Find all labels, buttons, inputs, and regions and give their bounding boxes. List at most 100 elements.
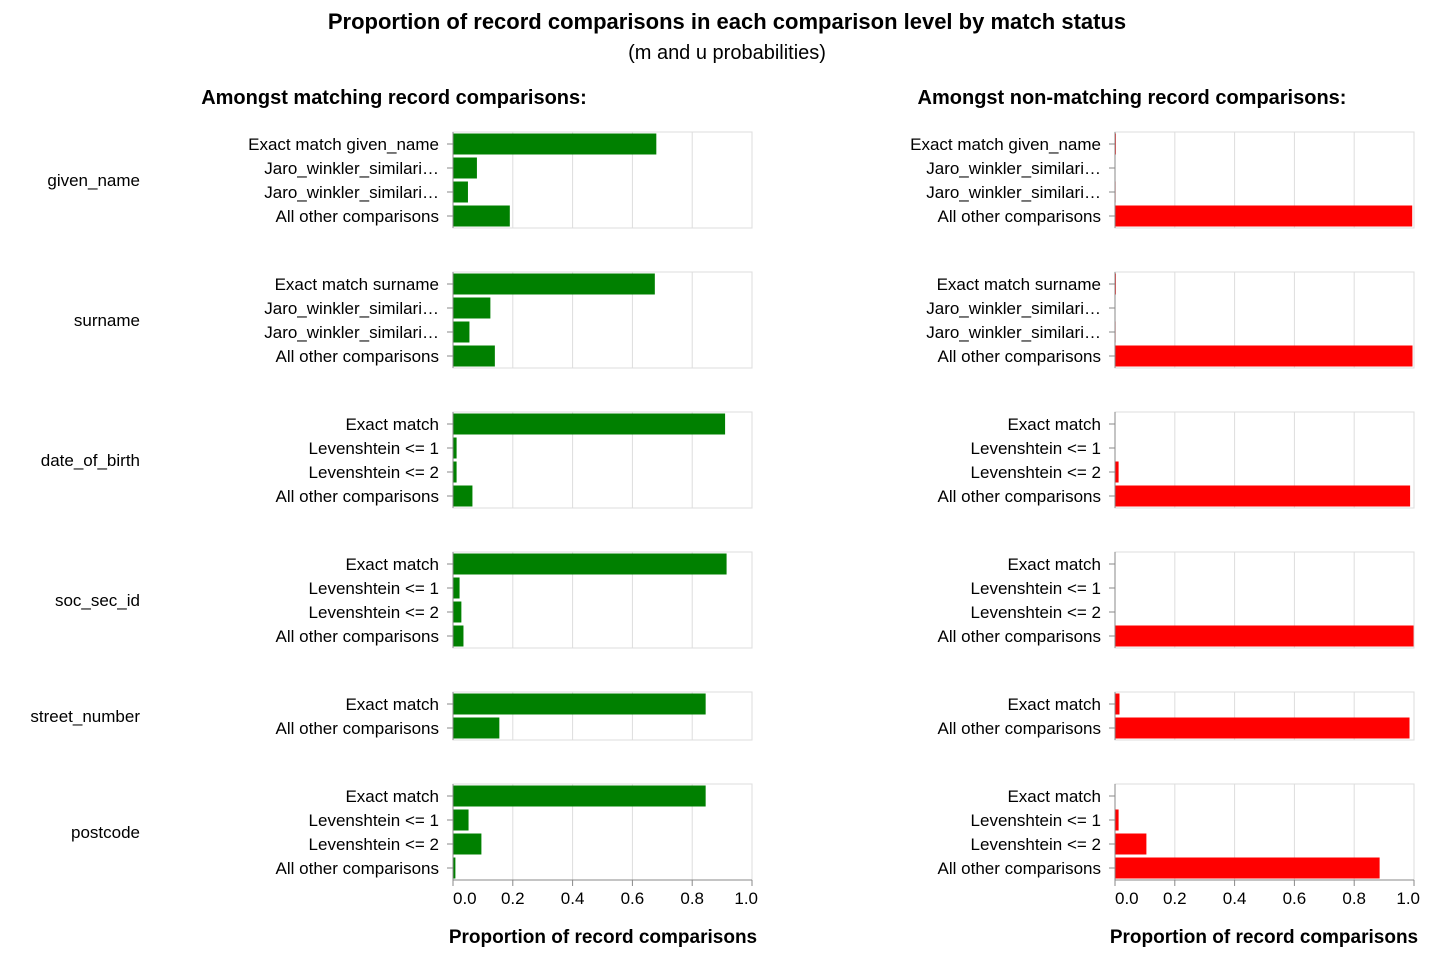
non-matching-soc-sec-id-category-label: Exact match — [1007, 555, 1101, 574]
non-matching-date-of-birth-category-label: Exact match — [1007, 415, 1101, 434]
non-matching-soc-sec-id-category-label: Levenshtein <= 1 — [971, 579, 1101, 598]
matching-soc-sec-id-category-label: Levenshtein <= 1 — [309, 579, 439, 598]
matching-surname-category-label: Jaro_winkler_similari… — [264, 299, 439, 318]
non-matching-given-name-category-label: Jaro_winkler_similari… — [926, 159, 1101, 178]
matching-street-number-bar — [453, 717, 500, 739]
matching-postcode-x-tick-label: 0.8 — [680, 889, 704, 908]
matching-surname-bar — [453, 297, 491, 319]
matching-postcode-x-tick-label: 0.6 — [621, 889, 645, 908]
matching-postcode-x-tick-label: 0.2 — [501, 889, 525, 908]
matching-postcode-bar — [453, 785, 706, 807]
chart-title: Proportion of record comparisons in each… — [328, 9, 1126, 34]
plot-area: given_name Exact match given_name Jaro_win… — [30, 131, 1420, 908]
matching-postcode-bar — [453, 809, 469, 831]
non-matching-given-name-category-label: Jaro_winkler_similari… — [926, 183, 1101, 202]
matching-postcode-category-label: All other comparisons — [276, 859, 439, 878]
non-matching-soc-sec-id-category-label: Levenshtein <= 2 — [971, 603, 1101, 622]
non-matching-surname-category-label: All other comparisons — [938, 347, 1101, 366]
matching-given-name-category-label: Exact match given_name — [248, 135, 439, 154]
non-matching-soc-sec-id-bar — [1115, 625, 1414, 647]
matching-surname-bar — [453, 273, 655, 295]
row-label-given-name: given_name — [47, 171, 140, 190]
matching-postcode-bar — [453, 857, 456, 879]
panel-title-non-matching: Amongst non-matching record comparisons: — [918, 87, 1347, 109]
non-matching-street-number-category-label: Exact match — [1007, 695, 1101, 714]
non-matching-surname-category-label: Jaro_winkler_similari… — [926, 323, 1101, 342]
non-matching-postcode-x-tick-label: 0.4 — [1223, 889, 1247, 908]
matching-date-of-birth-bar — [453, 413, 726, 435]
non-matching-surname-bar — [1115, 345, 1413, 367]
matching-surname-category-label: Exact match surname — [275, 275, 439, 294]
matching-date-of-birth-category-label: Levenshtein <= 1 — [309, 439, 439, 458]
non-matching-soc-sec-id-category-label: All other comparisons — [938, 627, 1101, 646]
non-matching-postcode-x-tick-label: 0.6 — [1283, 889, 1307, 908]
matching-postcode-category-label: Levenshtein <= 1 — [309, 811, 439, 830]
non-matching-postcode-category-label: Exact match — [1007, 787, 1101, 806]
non-matching-date-of-birth-category-label: Levenshtein <= 1 — [971, 439, 1101, 458]
matching-soc-sec-id-bar — [453, 601, 462, 623]
matching-soc-sec-id-bar — [453, 625, 464, 647]
matching-surname-bar — [453, 345, 495, 367]
non-matching-postcode-bar — [1115, 809, 1119, 831]
non-matching-date-of-birth-category-label: Levenshtein <= 2 — [971, 463, 1101, 482]
matching-soc-sec-id-category-label: Levenshtein <= 2 — [309, 603, 439, 622]
row-label-postcode: postcode — [71, 823, 140, 842]
matching-surname-category-label: All other comparisons — [276, 347, 439, 366]
matching-postcode-category-label: Exact match — [345, 787, 439, 806]
non-matching-date-of-birth-bar — [1115, 461, 1119, 483]
non-matching-postcode-category-label: Levenshtein <= 2 — [971, 835, 1101, 854]
non-matching-postcode-x-tick-label: 0.0 — [1115, 889, 1139, 908]
non-matching-surname-category-label: Jaro_winkler_similari… — [926, 299, 1101, 318]
matching-given-name-category-label: All other comparisons — [276, 207, 439, 226]
non-matching-date-of-birth-bar — [1115, 485, 1411, 507]
non-matching-date-of-birth-category-label: All other comparisons — [938, 487, 1101, 506]
non-matching-postcode-x-tick-label: 0.2 — [1163, 889, 1187, 908]
non-matching-postcode-category-label: Levenshtein <= 1 — [971, 811, 1101, 830]
matching-date-of-birth-category-label: Exact match — [345, 415, 439, 434]
matching-date-of-birth-category-label: Levenshtein <= 2 — [309, 463, 439, 482]
non-matching-postcode-bar — [1115, 857, 1380, 879]
x-axis-title-matching: Proportion of record comparisons — [449, 927, 757, 948]
matching-street-number-category-label: All other comparisons — [276, 719, 439, 738]
matching-street-number-category-label: Exact match — [345, 695, 439, 714]
non-matching-postcode-category-label: All other comparisons — [938, 859, 1101, 878]
matching-postcode-x-tick-label: 0.4 — [561, 889, 585, 908]
non-matching-street-number-bar — [1115, 693, 1120, 715]
matching-date-of-birth-category-label: All other comparisons — [276, 487, 439, 506]
matching-postcode-category-label: Levenshtein <= 2 — [309, 835, 439, 854]
x-axis-title-non-matching: Proportion of record comparisons — [1110, 927, 1418, 948]
row-label-date-of-birth: date_of_birth — [41, 451, 140, 470]
matching-date-of-birth-bar — [453, 485, 473, 507]
matching-soc-sec-id-category-label: Exact match — [345, 555, 439, 574]
chart-subtitle: (m and u probabilities) — [628, 42, 826, 64]
matching-given-name-bar — [453, 181, 468, 203]
non-matching-surname-category-label: Exact match surname — [937, 275, 1101, 294]
row-label-surname: surname — [74, 311, 140, 330]
matching-surname-bar — [453, 321, 470, 343]
matching-soc-sec-id-bar — [453, 577, 460, 599]
non-matching-street-number-category-label: All other comparisons — [938, 719, 1101, 738]
non-matching-postcode-bar — [1115, 833, 1147, 855]
matching-soc-sec-id-bar — [453, 553, 727, 575]
matching-soc-sec-id-category-label: All other comparisons — [276, 627, 439, 646]
matching-surname-category-label: Jaro_winkler_similari… — [264, 323, 439, 342]
non-matching-postcode-x-tick-label: 1.0 — [1396, 889, 1420, 908]
non-matching-street-number-bar — [1115, 717, 1410, 739]
non-matching-given-name-category-label: Exact match given_name — [910, 135, 1101, 154]
matching-postcode-bar — [453, 833, 482, 855]
non-matching-postcode-x-tick-label: 0.8 — [1342, 889, 1366, 908]
row-label-soc-sec-id: soc_sec_id — [55, 591, 140, 610]
matching-given-name-bar — [453, 133, 657, 155]
matching-street-number-bar — [453, 693, 706, 715]
matching-given-name-bar — [453, 157, 477, 179]
matching-postcode-x-tick-label: 1.0 — [734, 889, 758, 908]
non-matching-given-name-bar — [1115, 205, 1413, 227]
row-label-street-number: street_number — [30, 707, 140, 726]
panel-title-matching: Amongst matching record comparisons: — [201, 87, 587, 109]
matching-postcode-x-tick-label: 0.0 — [453, 889, 477, 908]
non-matching-given-name-category-label: All other comparisons — [938, 207, 1101, 226]
matching-given-name-category-label: Jaro_winkler_similari… — [264, 159, 439, 178]
matching-given-name-bar — [453, 205, 510, 227]
matching-date-of-birth-bar — [453, 461, 457, 483]
